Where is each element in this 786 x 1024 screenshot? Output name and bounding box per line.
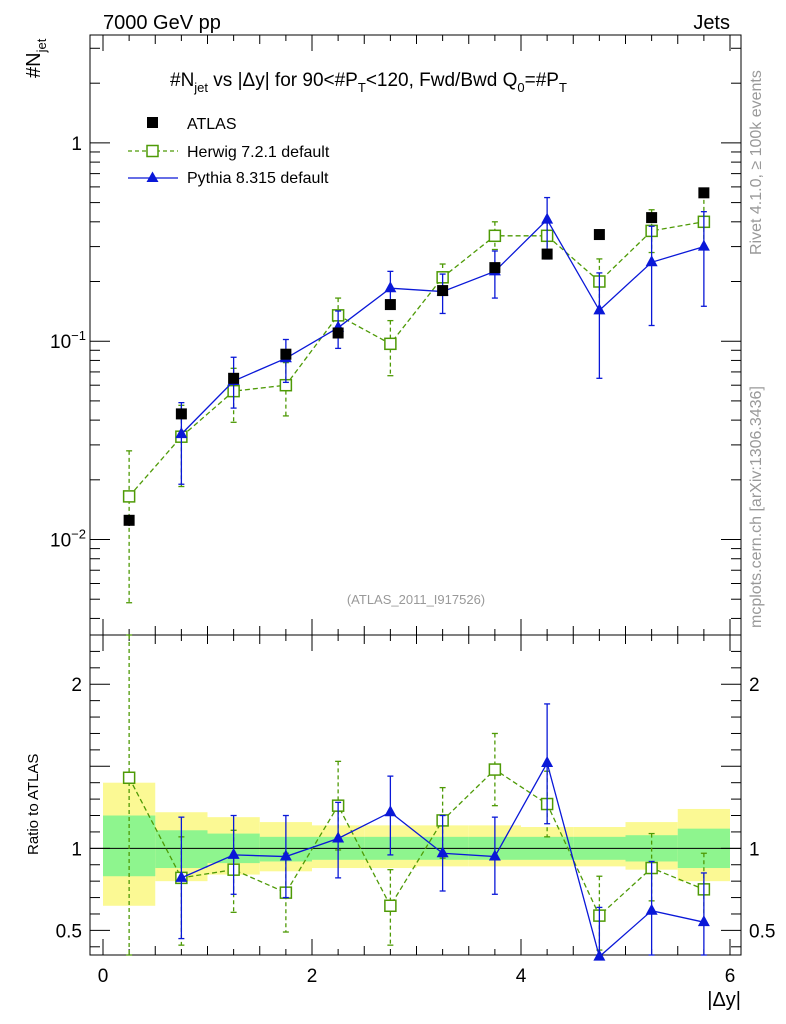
ratio-tick-label-left: 0.5 — [56, 921, 82, 942]
herwig-point — [122, 490, 136, 503]
pythia-series-ratio — [175, 703, 710, 961]
ratio-tick-label-left: 2 — [71, 675, 82, 696]
atlas-point — [384, 299, 396, 311]
legend-atlas-marker — [147, 117, 158, 128]
svg-text:#Njet: #Njet — [23, 38, 49, 78]
atlas-point — [489, 262, 501, 274]
x-tick-label: 2 — [307, 966, 318, 987]
atlas-point — [698, 187, 710, 199]
pythia-ratio-point — [279, 849, 292, 861]
legend-pythia-label: Pythia 8.315 default — [187, 170, 329, 187]
y-axis-label-main: #Njet — [23, 38, 49, 78]
axis-ticks — [90, 35, 741, 955]
title-part-c: <120, Fwd/Bwd Q — [366, 70, 518, 91]
atlas-point — [332, 327, 344, 339]
atlas-point — [593, 229, 605, 241]
pythia-ratio-point — [175, 870, 188, 882]
title-part-b: vs |Δy| for 90<#P — [208, 70, 358, 91]
y-tick-label: 10−1 — [50, 328, 86, 353]
header-energy-label: 7000 GeV pp — [103, 12, 221, 34]
y-tick-label: 10−2 — [50, 527, 86, 552]
pythia-line — [180, 218, 705, 435]
pythia-ratio-point — [593, 949, 606, 961]
atlas-series-main — [123, 187, 710, 526]
pythia-point — [384, 281, 397, 293]
y-tick-base: 10 — [50, 332, 71, 353]
herwig-point — [488, 229, 502, 243]
atlas-point — [123, 514, 135, 526]
herwig-ratio-line — [128, 768, 705, 917]
title-sub-d: T — [559, 80, 567, 95]
pythia-ratio-point — [541, 756, 554, 767]
y-tick-exponent: −2 — [71, 527, 86, 542]
legend-herwig-marker — [146, 144, 159, 158]
ratio-tick-label-right: 0.5 — [749, 921, 775, 942]
atlas-point — [437, 285, 449, 297]
pythia-ratio-point — [697, 915, 710, 927]
pythia-ratio-point — [488, 849, 501, 861]
herwig-ratio-point — [384, 899, 397, 913]
x-tick-label: 6 — [725, 966, 736, 987]
atlas-point — [280, 348, 292, 360]
y-label-base: #N — [23, 52, 45, 78]
herwig-ratio-point — [122, 771, 136, 785]
y-axis-label-ratio: Ratio to ATLAS — [25, 754, 42, 855]
y-tick-base: 1 — [71, 134, 82, 155]
ratio-tick-label-right: 2 — [749, 675, 760, 696]
title-sub-b: T — [358, 80, 366, 95]
pythia-ratio-point — [645, 903, 658, 915]
atlas-point — [228, 372, 240, 384]
pythia-point — [175, 427, 188, 439]
herwig-series-ratio — [122, 634, 711, 956]
ratio-tick-label-right: 1 — [749, 839, 760, 860]
legend-atlas-label: ATLAS — [187, 116, 237, 133]
x-tick-label: 0 — [98, 966, 109, 987]
atlas-point — [175, 408, 187, 420]
herwig-point — [384, 337, 397, 351]
title-part-a: #N — [170, 70, 194, 91]
x-tick-labels: 0 2 4 6 — [98, 966, 736, 987]
header-process-label: Jets — [693, 12, 730, 34]
pythia-ratio-point — [227, 847, 240, 859]
legend: ATLAS Herwig 7.2.1 default Pythia 8.315 … — [128, 116, 330, 187]
y-tick-labels-ratio: 2 1 0.5 2 1 0.5 — [56, 675, 776, 942]
pythia-ratio-point — [332, 831, 345, 843]
mcplots-label: mcplots.cern.ch [arXiv:1306.3436] — [748, 386, 765, 628]
atlas-point — [541, 248, 553, 260]
pythia-point — [645, 255, 658, 267]
legend-herwig-label: Herwig 7.2.1 default — [187, 144, 330, 161]
pythia-ratio-point — [436, 846, 449, 858]
analysis-id-label: (ATLAS_2011_I917526) — [347, 592, 485, 607]
herwig-ratio-point — [488, 763, 502, 776]
legend-pythia-marker — [146, 171, 159, 182]
pythia-point — [697, 239, 710, 251]
ratio-plot-frame — [89, 634, 742, 956]
y-label-sub: jet — [34, 38, 49, 53]
y-tick-exponent: −1 — [71, 328, 86, 343]
herwig-line — [128, 221, 704, 497]
ratio-tick-label-left: 1 — [71, 839, 82, 860]
pythia-ratio-point — [384, 805, 397, 817]
title-part-d: =#P — [525, 70, 559, 91]
x-tick-label: 4 — [516, 966, 527, 987]
herwig-series-main — [122, 192, 711, 604]
x-axis-label: |Δy| — [707, 989, 741, 1011]
title-sub-c: 0 — [517, 80, 524, 95]
y-tick-label: 1 — [71, 134, 82, 155]
pythia-point — [593, 303, 606, 315]
title-sub-a: jet — [193, 80, 208, 95]
pythia-point — [541, 212, 554, 224]
plot-title: #Njet vs |Δy| for 90<#PT<120, Fwd/Bwd Q0… — [170, 70, 567, 95]
pythia-series-main — [175, 196, 710, 485]
ratio-uncertainty-bands — [103, 782, 730, 906]
atlas-point — [646, 212, 658, 224]
rivet-version-label: Rivet 4.1.0, ≥ 100k events — [748, 70, 765, 255]
y-tick-labels-main: 1 10−1 10−2 — [50, 134, 86, 552]
y-tick-base: 10 — [50, 531, 71, 552]
